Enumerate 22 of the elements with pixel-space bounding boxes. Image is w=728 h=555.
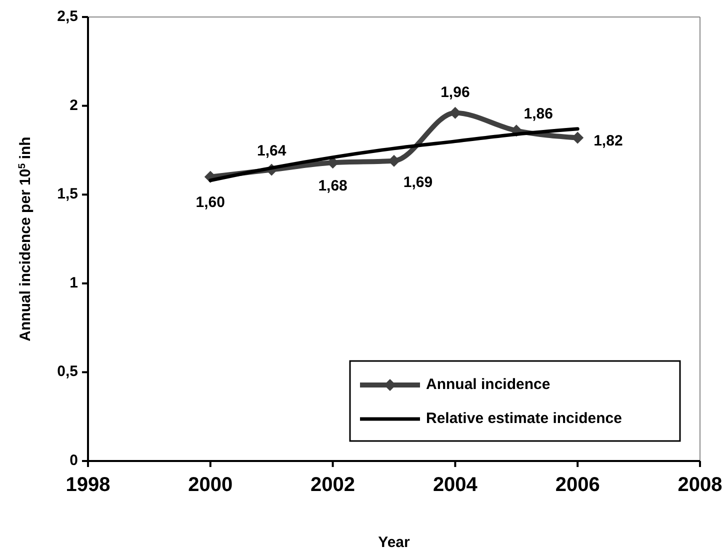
x-tick-label: 2006 xyxy=(555,474,600,496)
x-tick-label: 2002 xyxy=(310,474,356,496)
x-axis-title: Year xyxy=(378,534,410,551)
data-label: 1,86 xyxy=(524,106,553,123)
x-tick-label: 2008 xyxy=(678,474,722,496)
y-tick-label: 1,5 xyxy=(57,186,78,203)
y-tick-label: 2 xyxy=(70,96,78,114)
legend-label: Annual incidence xyxy=(426,376,550,393)
y-tick-label: 2,5 xyxy=(57,8,78,25)
data-label: 1,82 xyxy=(594,132,623,150)
data-label: 1,68 xyxy=(318,178,348,195)
y-tick-label: 0 xyxy=(70,452,78,469)
data-label: 1,96 xyxy=(440,84,470,101)
x-tick-label: 2004 xyxy=(432,474,478,496)
legend-label: Relative estimate incidence xyxy=(426,410,622,427)
y-tick-label: 1 xyxy=(70,274,78,292)
data-label: 1,64 xyxy=(257,142,287,160)
x-tick-label: 2000 xyxy=(188,474,233,496)
y-tick-label: 0,5 xyxy=(57,363,78,380)
data-label: 1,60 xyxy=(196,194,225,211)
data-label: 1,69 xyxy=(403,174,433,191)
x-tick-label: 1998 xyxy=(66,474,110,496)
